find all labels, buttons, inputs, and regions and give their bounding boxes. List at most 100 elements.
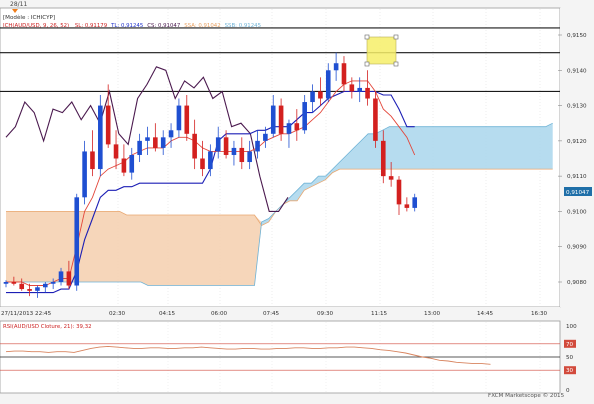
candle-bearish	[404, 204, 410, 208]
legend-value: CS: 0,91047	[147, 23, 180, 29]
legend-value: SSA: 0,91042	[184, 23, 220, 29]
candle-bullish	[137, 140, 142, 155]
candle-bearish	[19, 283, 25, 290]
candle-bullish	[412, 197, 418, 208]
rsi-axis-label: 100	[566, 324, 577, 330]
candle-bearish	[223, 137, 229, 155]
candle-bearish	[349, 84, 355, 92]
candle-bearish	[239, 147, 245, 163]
time-tick-label: 13:00	[424, 311, 441, 317]
current-price-label: 0,91047	[566, 190, 590, 196]
candle-bullish	[263, 133, 268, 141]
candle-bearish	[365, 87, 370, 99]
current-price-tag	[564, 187, 592, 196]
senkou-span-b-line	[6, 122, 553, 286]
candle-bearish	[27, 289, 32, 291]
time-tick-label: 09:30	[317, 311, 334, 317]
copyright-footer: FXCM Marketscope © 2015	[488, 392, 565, 399]
candle-bullish	[129, 154, 135, 173]
candle-bullish	[270, 105, 276, 134]
annotation-rectangle[interactable]	[364, 34, 399, 67]
highlight-box[interactable]	[366, 36, 397, 65]
candle-bullish	[50, 282, 56, 284]
candle-bearish	[153, 137, 158, 148]
time-tick-label: 07:45	[263, 311, 280, 317]
ichimoku-cloud	[6, 122, 553, 286]
candle-bullish	[145, 137, 150, 141]
rsi-level-tag	[564, 339, 576, 348]
candle-bearish	[192, 133, 197, 159]
price-tick-label: 0,9150	[567, 33, 587, 39]
price-tick-label: 0,9090	[567, 245, 587, 251]
time-tick-label: 16:30	[531, 311, 548, 317]
candle-bullish	[255, 140, 260, 152]
candlesticks	[3, 52, 418, 298]
candle-bearish	[11, 282, 17, 284]
price-tick-label: 0,9140	[567, 68, 587, 74]
price-tick-label: 0,9110	[567, 174, 587, 180]
time-tick-label: 02:30	[109, 311, 126, 317]
date-marker-icon[interactable]	[12, 9, 18, 13]
time-tick-label: 14:45	[477, 311, 494, 317]
candle-bearish	[341, 63, 347, 85]
horizontal-lines[interactable]	[0, 27, 560, 93]
price-tick-label: 0,9080	[567, 280, 587, 286]
candle-bullish	[302, 102, 307, 131]
candle-bearish	[90, 151, 95, 170]
rsi-line	[5, 345, 491, 365]
candle-bullish	[176, 105, 182, 131]
rsi-axis-label: 50	[566, 355, 574, 361]
candle-bearish	[184, 105, 190, 134]
top-date-label: 28/11	[10, 1, 27, 8]
candle-bearish	[294, 123, 300, 131]
legend-value: TL: 0,91245	[110, 23, 143, 29]
candle-bearish	[318, 91, 323, 99]
time-axis-panel	[0, 307, 560, 319]
rsi-axis-label: 70	[566, 342, 574, 348]
candle-bullish	[247, 151, 252, 163]
candle-bearish	[396, 179, 402, 205]
candle-bullish	[43, 283, 48, 288]
candle-bullish	[3, 282, 9, 284]
rsi-indicator: 100 70 50 30 0	[0, 324, 577, 394]
resize-handle[interactable]	[393, 61, 399, 67]
candle-bearish	[121, 158, 127, 173]
candle-bearish	[388, 176, 394, 180]
kumo-bearish-area	[6, 211, 262, 286]
candle-bearish	[380, 140, 386, 177]
candle-bullish	[98, 105, 103, 170]
chikou-span-line	[5, 66, 289, 212]
axes: 0,9150 0,9140 0,9130 0,9120 0,9110 0,9100 0,90…	[1, 33, 587, 317]
candle-bullish	[286, 123, 292, 134]
rsi-level-tag	[564, 366, 576, 375]
candle-bullish	[74, 197, 80, 286]
price-axis-panel	[560, 8, 594, 307]
candle-bullish	[215, 137, 221, 152]
ichimoku-legend: ICH(AUD/USD, 9, 26, 52) SL: 0,91179 TL: 0…	[3, 23, 261, 29]
candle-bullish	[82, 151, 87, 198]
resize-handle[interactable]	[393, 34, 399, 40]
resize-handle[interactable]	[364, 61, 370, 67]
candle-bearish	[200, 158, 205, 170]
candle-bullish	[58, 271, 64, 282]
resize-handle[interactable]	[364, 34, 370, 40]
candle-bullish	[160, 137, 166, 148]
candle-bullish	[208, 151, 213, 170]
candle-bullish	[325, 70, 331, 99]
price-tick-label: 0,9100	[567, 209, 587, 215]
template-label: [Modèle : ICHICYP]	[3, 14, 55, 21]
candle-bullish	[35, 287, 40, 291]
candle-bullish	[168, 130, 174, 138]
time-tick-label: 11:15	[371, 311, 388, 317]
rsi-axis-label: 0	[566, 388, 570, 394]
time-tick-label: 27/11/2013 22:45	[1, 311, 52, 317]
candle-bullish	[357, 87, 362, 92]
price-tick-label: 0,9120	[567, 139, 587, 145]
rsi-legend: RSI(AUD/USD Cloture, 21): 39,32	[3, 324, 92, 330]
kumo-bullish-area	[261, 123, 553, 226]
time-tick-label: 04:15	[159, 311, 176, 317]
time-tick-label: 06:00	[211, 311, 228, 317]
candle-bearish	[113, 144, 119, 159]
rsi-axis-label: 30	[566, 368, 574, 374]
